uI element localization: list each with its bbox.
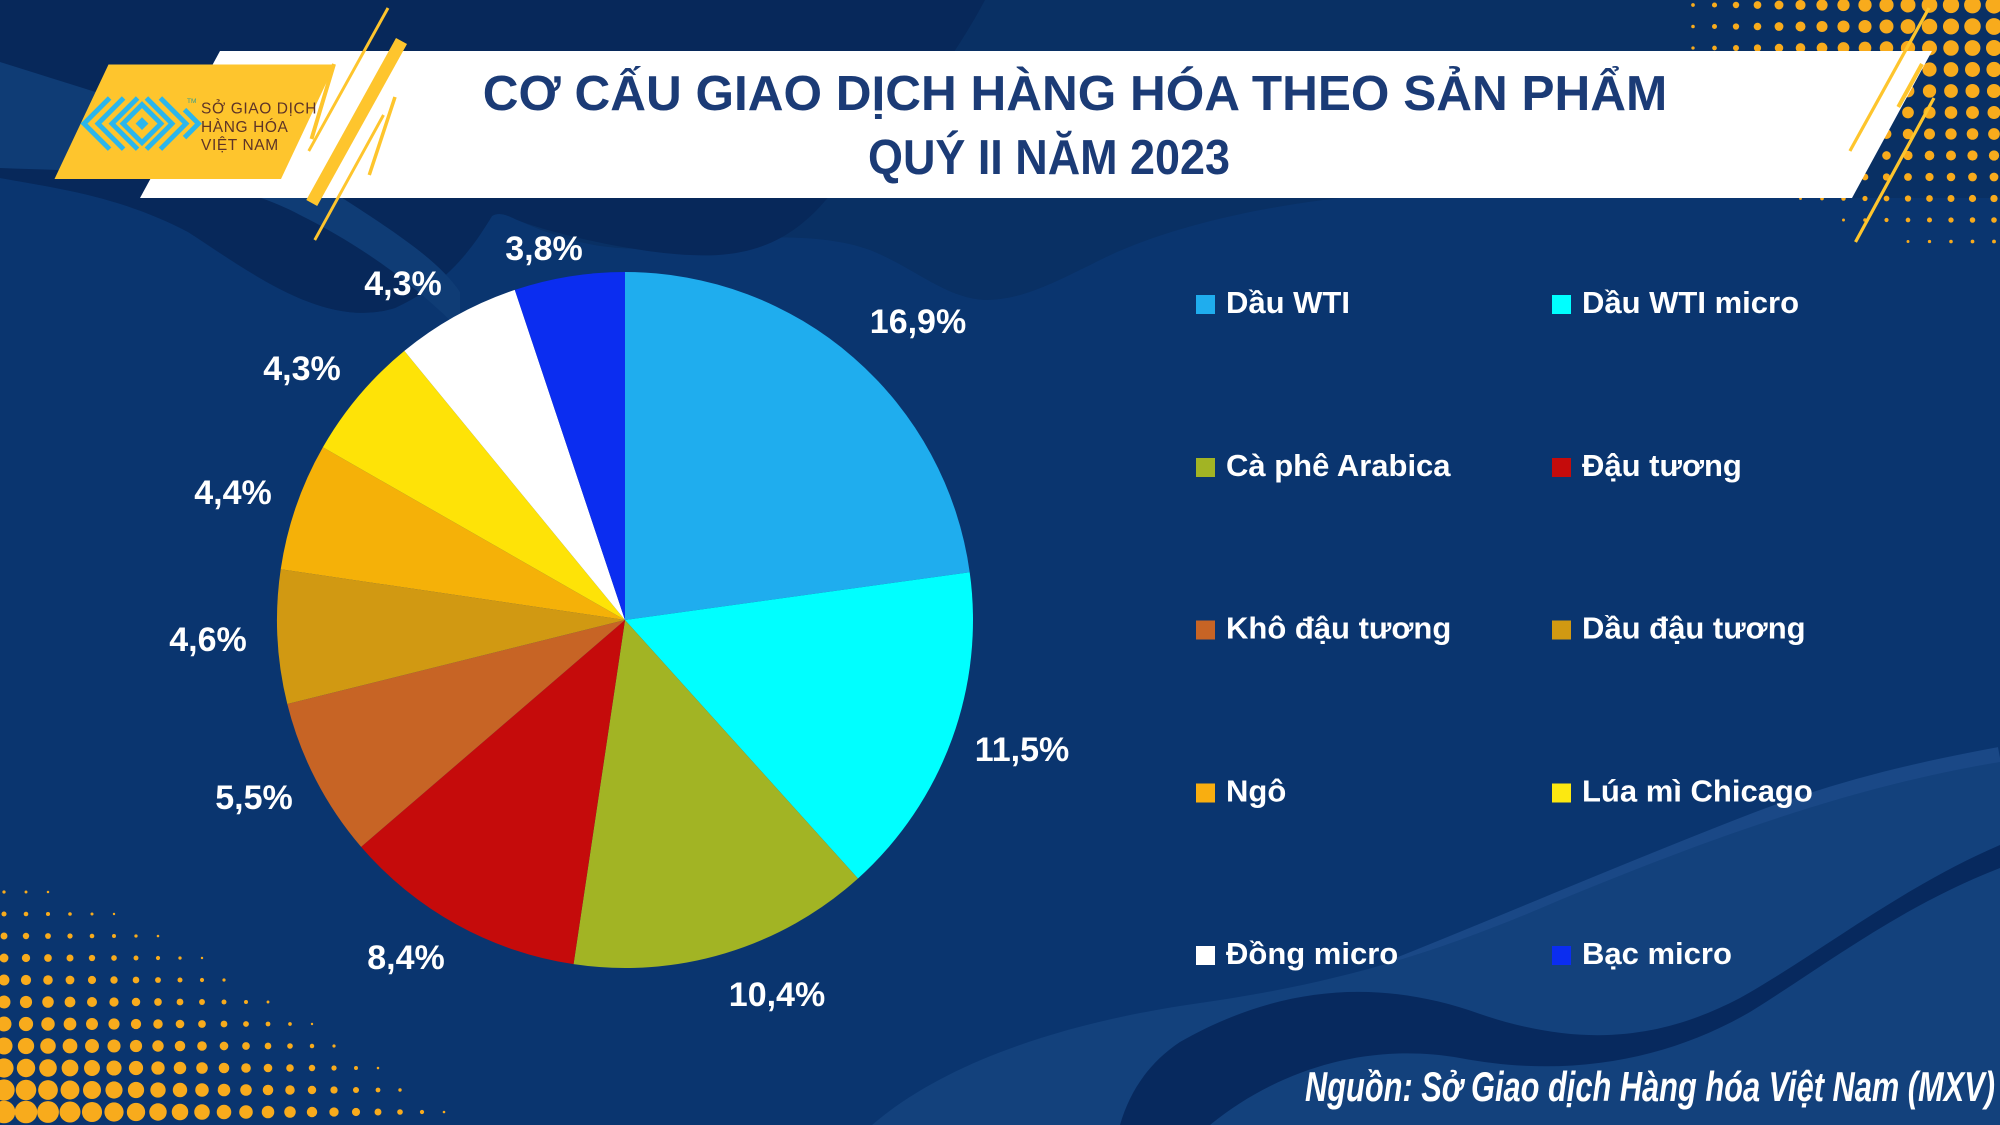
svg-text:SỞ GIAO DỊCH: SỞ GIAO DỊCH (201, 100, 317, 118)
svg-text:Cà phê Arabica: Cà phê Arabica (1226, 448, 1451, 483)
svg-text:Khô đậu tương: Khô đậu tương (1226, 611, 1451, 646)
svg-text:QUÝ II NĂM 2023: QUÝ II NĂM 2023 (868, 129, 1230, 185)
svg-text:Dầu WTI: Dầu WTI (1226, 285, 1350, 320)
svg-text:Dầu WTI micro: Dầu WTI micro (1582, 285, 1799, 320)
svg-text:Đậu tương: Đậu tương (1582, 448, 1742, 483)
svg-text:10,4%: 10,4% (729, 976, 825, 1014)
svg-text:4,6%: 4,6% (169, 621, 247, 659)
svg-text:Đồng micro: Đồng micro (1226, 936, 1398, 971)
svg-text:8,4%: 8,4% (367, 939, 445, 977)
svg-text:Lúa mì Chicago: Lúa mì Chicago (1582, 774, 1813, 809)
svg-text:VIỆT NAM: VIỆT NAM (201, 137, 279, 154)
svg-text:CƠ CẤU GIAO DỊCH HÀNG HÓA THEO: CƠ CẤU GIAO DỊCH HÀNG HÓA THEO SẢN PHẨM (483, 65, 1667, 121)
svg-text:TM: TM (187, 98, 196, 105)
svg-text:16,9%: 16,9% (870, 303, 966, 341)
svg-text:4,3%: 4,3% (263, 350, 341, 388)
svg-text:5,5%: 5,5% (215, 779, 293, 817)
svg-text:4,3%: 4,3% (364, 265, 442, 303)
svg-text:Nguồn: Sở Giao dịch Hàng hóa V: Nguồn: Sở Giao dịch Hàng hóa Việt Nam (M… (1305, 1063, 1995, 1110)
svg-text:4,4%: 4,4% (194, 474, 272, 512)
svg-text:11,5%: 11,5% (975, 731, 1070, 769)
svg-text:Bạc micro: Bạc micro (1582, 936, 1732, 971)
svg-text:Ngô: Ngô (1226, 774, 1286, 809)
svg-text:HÀNG HÓA: HÀNG HÓA (201, 119, 289, 136)
svg-text:3,8%: 3,8% (505, 230, 583, 268)
svg-text:Dầu đậu tương: Dầu đậu tương (1582, 611, 1806, 646)
